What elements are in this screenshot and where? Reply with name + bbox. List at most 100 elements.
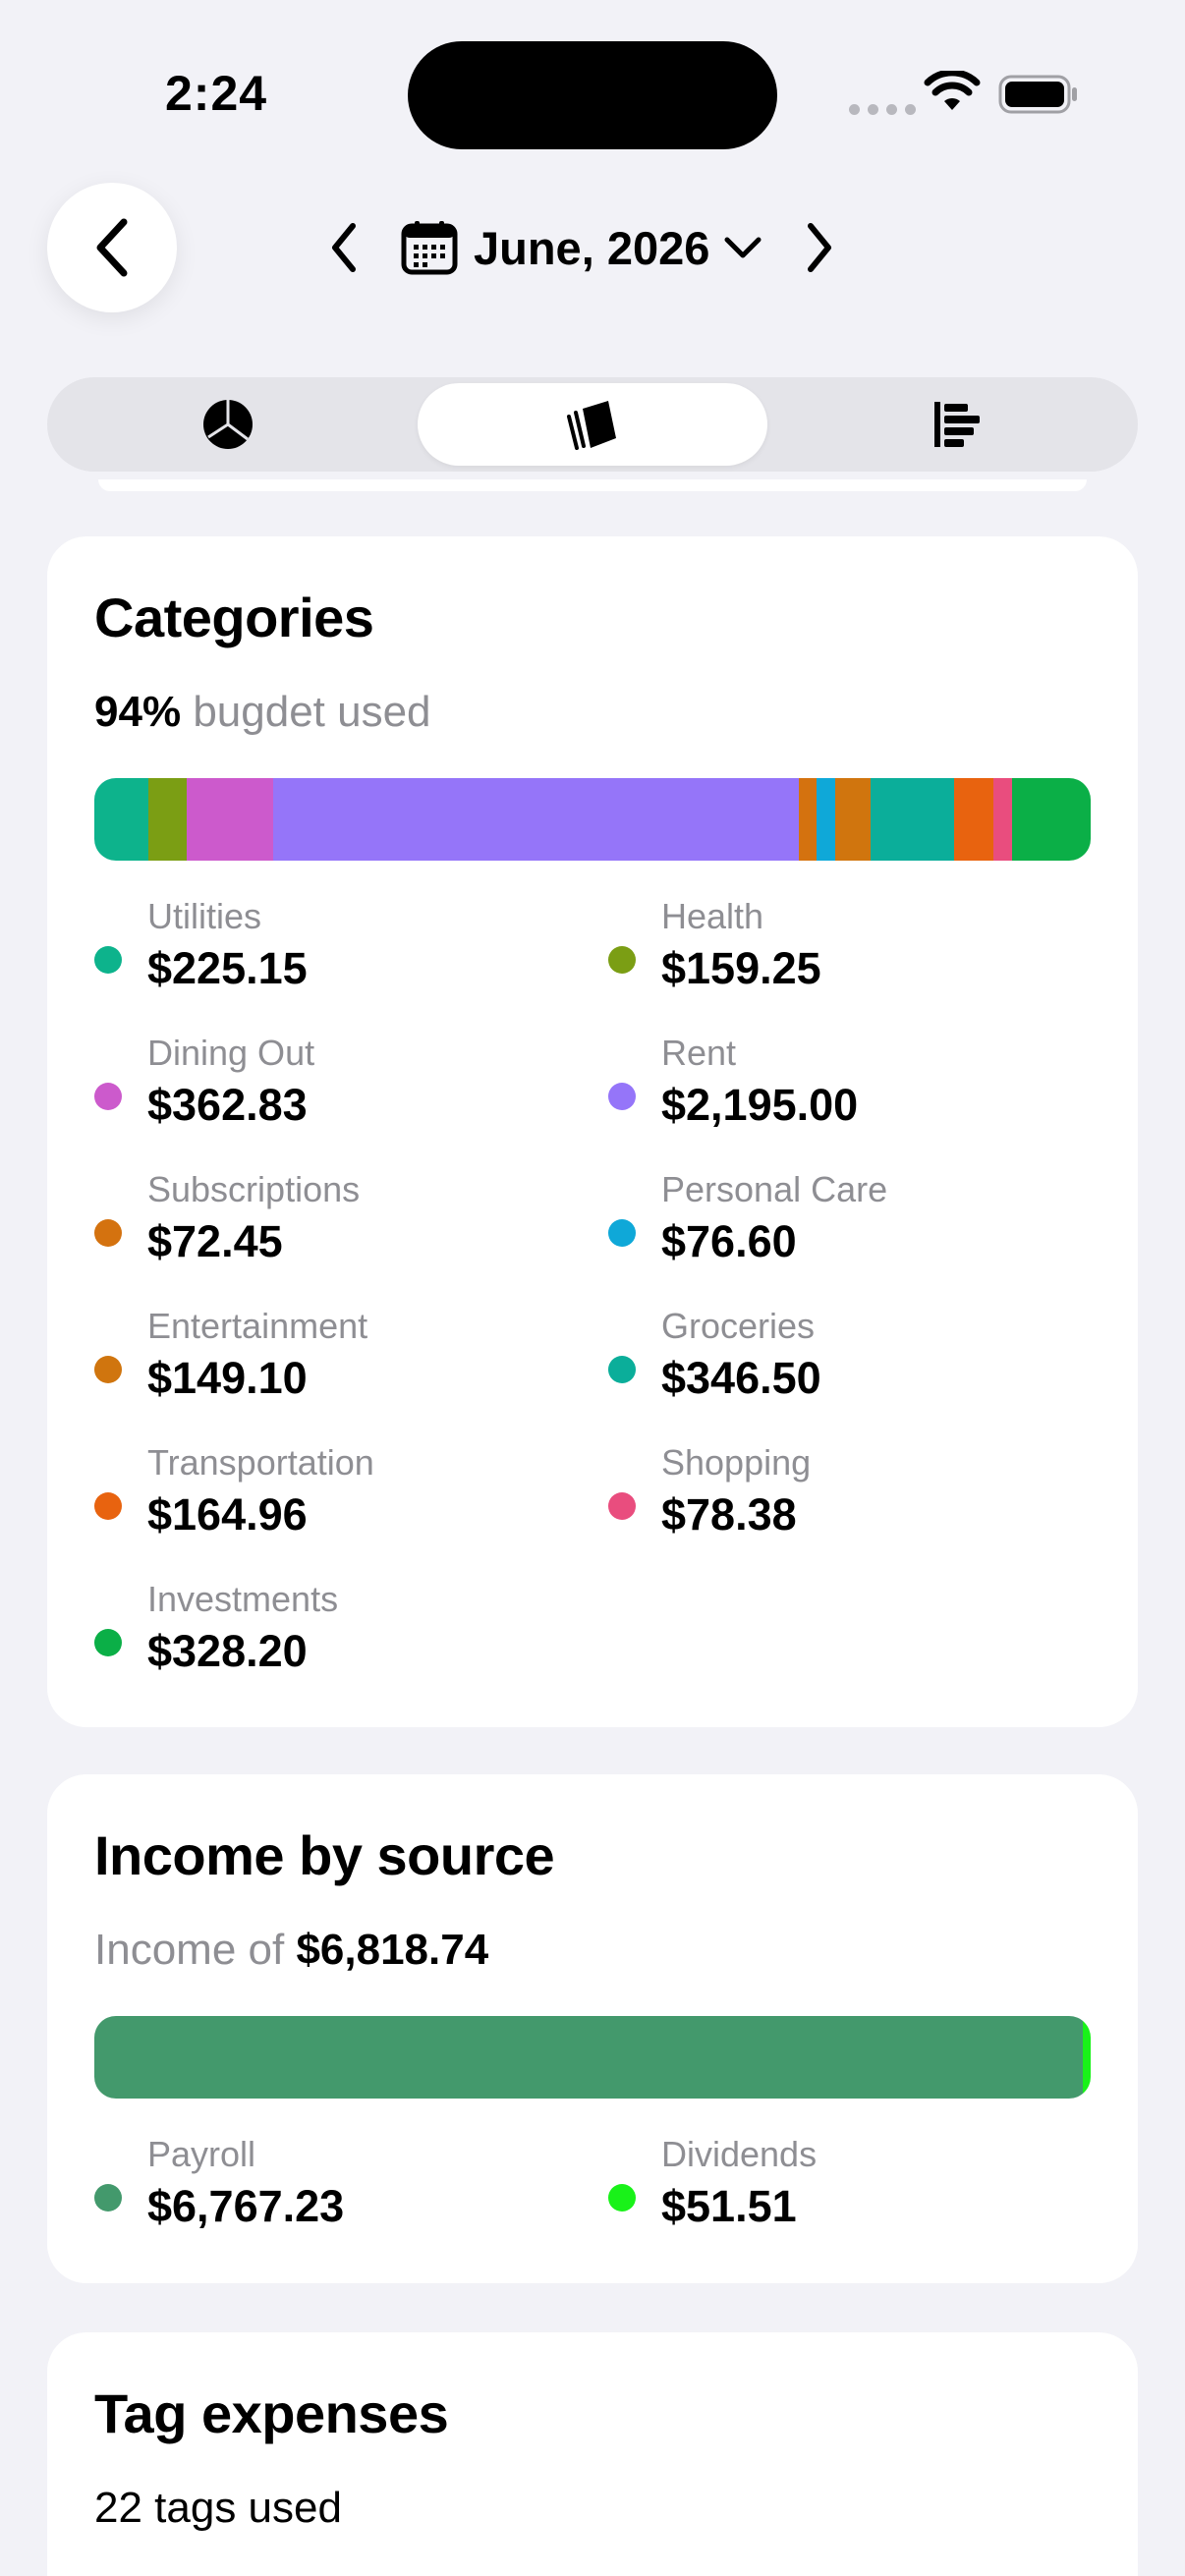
legend-color-dot xyxy=(94,946,122,974)
category-bar-segment-personal-care xyxy=(817,778,835,861)
category-legend-item-transportation: Transportation $164.96 xyxy=(94,1442,586,1550)
legend-amount: $78.38 xyxy=(661,1489,797,1540)
legend-color-dot xyxy=(94,1083,122,1110)
income-card: Income by source Income of $6,818.74 Pay… xyxy=(47,1774,1138,2283)
legend-color-dot xyxy=(608,1356,636,1383)
legend-name: Transportation xyxy=(147,1442,374,1483)
category-legend-item-groceries: Groceries $346.50 xyxy=(608,1306,1100,1414)
category-legend-item-entertainment: Entertainment $149.10 xyxy=(94,1306,586,1414)
category-legend-item-health: Health $159.25 xyxy=(608,896,1100,1004)
tags-used-summary: 22 tags used xyxy=(94,2484,342,2532)
income-bar-segment-payroll xyxy=(94,2016,1084,2099)
dynamic-island xyxy=(408,41,777,149)
legend-color-dot xyxy=(608,1219,636,1247)
category-bar-segment-entertainment xyxy=(834,778,872,861)
income-legend-item-dividends: Dividends $51.51 xyxy=(608,2134,1100,2242)
previous-month-button[interactable] xyxy=(314,208,373,287)
budget-used-percent: 94% xyxy=(94,688,182,736)
pie-chart-icon xyxy=(203,400,253,449)
category-legend-item-investments: Investments $328.20 xyxy=(94,1579,586,1687)
categories-stacked-bar xyxy=(94,778,1091,861)
legend-amount: $149.10 xyxy=(147,1353,308,1403)
legend-color-dot xyxy=(94,1219,122,1247)
legend-color-dot xyxy=(608,1492,636,1520)
tag-expenses-card: Tag expenses 22 tags used xyxy=(47,2332,1138,2576)
category-legend-item-rent: Rent $2,195.00 xyxy=(608,1033,1100,1141)
legend-name: Investments xyxy=(147,1579,339,1619)
category-legend-item-utilities: Utilities $225.15 xyxy=(94,896,586,1004)
battery-icon xyxy=(998,75,1077,114)
month-picker[interactable]: June, 2026 xyxy=(401,220,762,275)
legend-name: Shopping xyxy=(661,1442,812,1483)
income-legend-item-payroll: Payroll $6,767.23 xyxy=(94,2134,586,2242)
legend-amount: $2,195.00 xyxy=(661,1080,859,1130)
category-bar-segment-subscriptions xyxy=(799,778,818,861)
legend-name: Payroll xyxy=(147,2134,256,2174)
category-bar-segment-shopping xyxy=(992,778,1012,861)
category-bar-segment-transportation xyxy=(953,778,993,861)
category-bar-segment-utilities xyxy=(94,778,148,861)
category-legend-item-dining-out: Dining Out $362.83 xyxy=(94,1033,586,1141)
calendar-icon xyxy=(401,221,458,275)
status-bar: 2:24 xyxy=(0,0,1185,177)
legend-color-dot xyxy=(608,2184,636,2212)
category-legend-item-personal-care: Personal Care $76.60 xyxy=(608,1169,1100,1277)
legend-name: Utilities xyxy=(147,896,262,936)
income-bar-segment-dividends xyxy=(1083,2016,1091,2099)
cellular-signal-icon xyxy=(849,104,916,115)
legend-color-dot xyxy=(608,946,636,974)
income-prefix: Income of xyxy=(94,1926,285,1974)
collapsed-card-edge xyxy=(98,479,1087,491)
category-bar-segment-groceries xyxy=(871,778,954,861)
chevron-left-icon xyxy=(96,218,128,277)
wifi-icon xyxy=(924,71,981,110)
tag-expenses-title: Tag expenses xyxy=(94,2382,449,2444)
legend-name: Health xyxy=(661,896,764,936)
tab-stacked-chart[interactable] xyxy=(418,383,767,466)
legend-amount: $159.25 xyxy=(661,943,821,993)
chart-type-segmented-control xyxy=(47,377,1138,472)
legend-amount: $346.50 xyxy=(661,1353,821,1403)
legend-name: Rent xyxy=(661,1033,737,1073)
legend-amount: $362.83 xyxy=(147,1080,308,1130)
income-summary: Income of $6,818.74 xyxy=(94,1926,488,1975)
chevron-left-icon xyxy=(332,223,356,272)
legend-name: Dining Out xyxy=(147,1033,315,1073)
income-title: Income by source xyxy=(94,1824,555,1886)
month-label: June, 2026 xyxy=(474,221,710,274)
legend-amount: $72.45 xyxy=(147,1216,283,1266)
legend-amount: $225.15 xyxy=(147,943,308,993)
legend-color-dot xyxy=(94,1629,122,1656)
category-bar-segment-investments xyxy=(1011,778,1091,861)
budget-used-label: bugdet used xyxy=(193,688,431,736)
legend-amount: $76.60 xyxy=(661,1216,797,1266)
chevron-down-icon xyxy=(724,237,762,258)
legend-color-dot xyxy=(608,1083,636,1110)
income-stacked-bar xyxy=(94,2016,1091,2099)
budget-used-summary: 94% bugdet used xyxy=(94,688,431,737)
back-button[interactable] xyxy=(47,183,177,312)
tab-bar-chart[interactable] xyxy=(782,383,1132,466)
legend-color-dot xyxy=(94,2184,122,2212)
legend-amount: $328.20 xyxy=(147,1626,308,1676)
legend-name: Dividends xyxy=(661,2134,818,2174)
tab-pie-chart[interactable] xyxy=(53,383,403,466)
category-legend-item-shopping: Shopping $78.38 xyxy=(608,1442,1100,1550)
category-legend-item-subscriptions: Subscriptions $72.45 xyxy=(94,1169,586,1277)
category-bar-segment-rent xyxy=(273,778,800,861)
categories-title: Categories xyxy=(94,587,374,648)
legend-name: Subscriptions xyxy=(147,1169,361,1209)
legend-name: Personal Care xyxy=(661,1169,888,1209)
stacked-cards-icon xyxy=(567,401,616,450)
category-bar-segment-health xyxy=(147,778,187,861)
next-month-button[interactable] xyxy=(790,208,849,287)
legend-name: Entertainment xyxy=(147,1306,368,1346)
category-bar-segment-dining-out xyxy=(186,778,274,861)
legend-amount: $164.96 xyxy=(147,1489,308,1540)
month-navigation: June, 2026 xyxy=(314,208,849,287)
status-time: 2:24 xyxy=(165,66,268,121)
legend-color-dot xyxy=(94,1492,122,1520)
legend-amount: $51.51 xyxy=(661,2181,797,2231)
horizontal-bars-icon xyxy=(934,402,980,447)
chevron-right-icon xyxy=(808,223,832,272)
